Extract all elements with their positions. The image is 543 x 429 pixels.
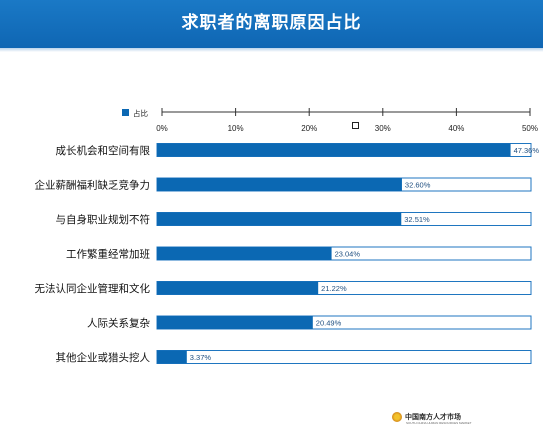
bar [157,350,187,364]
x-tick-label: 50% [522,124,538,133]
category-label: 无法认同企业管理和文化 [35,282,151,295]
x-tick-label: 20% [301,124,317,133]
bar-value-label: 32.51% [404,215,430,224]
bar [157,316,313,329]
logo-emblem-icon [392,412,402,422]
category-label: 与自身职业规划不符 [56,213,151,226]
x-tick-label: 0% [156,124,168,133]
legend-swatch [122,109,129,116]
bar-value-label: 32.60% [405,181,431,190]
page-title: 求职者的离职原因占比 [181,13,362,32]
bar [157,281,319,295]
category-label: 企业薪酬福利缺乏竞争力 [35,179,151,192]
category-label: 其他企业或猎头挖人 [56,351,151,364]
x-tick-label: 30% [375,124,391,133]
bar-value-label: 23.04% [335,250,361,259]
bar [157,212,402,226]
category-label: 成长机会和空间有限 [56,144,151,157]
title-bar-shadow [0,48,543,52]
x-tick-label: 40% [448,124,464,133]
bar-value-label: 3.37% [190,353,212,362]
bar [157,143,511,157]
title-bar: 求职者的离职原因占比 [0,0,543,48]
legend-label: 占比 [133,108,148,118]
logo-subtext: SOUTH CHINA HUMAN RESOURCES MARKET [406,421,472,425]
x-tick-label: 10% [228,124,244,133]
bar-value-label: 47.36% [514,146,540,155]
bar-value-label: 21.22% [321,284,347,293]
bar-value-label: 20.49% [316,319,342,328]
category-label: 工作繁重经常加班 [66,248,150,261]
bar-track [156,350,532,364]
mouse-cursor-marker [352,122,359,129]
category-label: 人际关系复杂 [87,317,150,330]
footer-logo: 中国南方人才市场 SOUTH CHINA HUMAN RESOURCES MAR… [392,410,472,425]
bar [157,178,402,191]
bar [157,247,332,260]
logo-text: 中国南方人才市场 [405,413,461,421]
